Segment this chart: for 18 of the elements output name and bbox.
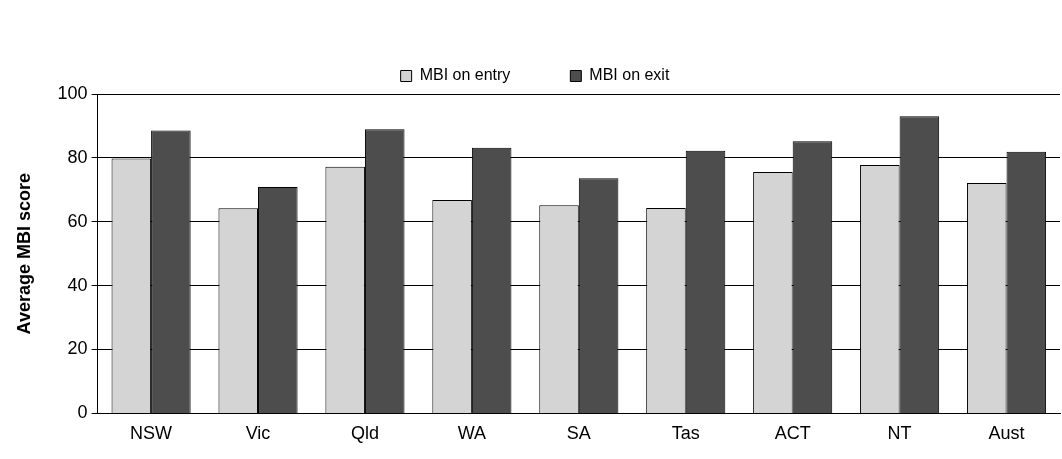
x-tick-label: Aust (988, 423, 1025, 444)
legend-label: MBI on entry (419, 66, 511, 84)
x-tick-label: NT (887, 423, 912, 444)
x-tick-label: Qld (350, 423, 379, 444)
y-tick-label: 0 (77, 402, 88, 423)
y-axis-title: Average MBI score (13, 173, 34, 335)
y-tick-label: 20 (67, 338, 88, 359)
x-tick-label: Tas (671, 423, 700, 444)
y-tick-label: 80 (67, 146, 88, 167)
y-tick-label: 40 (67, 274, 88, 295)
x-tick-label: ACT (774, 423, 811, 444)
x-tick-label: Vic (245, 423, 271, 444)
x-tick-label: WA (457, 423, 487, 444)
legend-label: MBI on exit (589, 66, 670, 84)
x-tick-label: NSW (130, 423, 173, 444)
y-tick-label: 100 (57, 82, 88, 103)
x-tick-label: SA (566, 423, 591, 444)
y-tick-label: 60 (67, 210, 88, 231)
